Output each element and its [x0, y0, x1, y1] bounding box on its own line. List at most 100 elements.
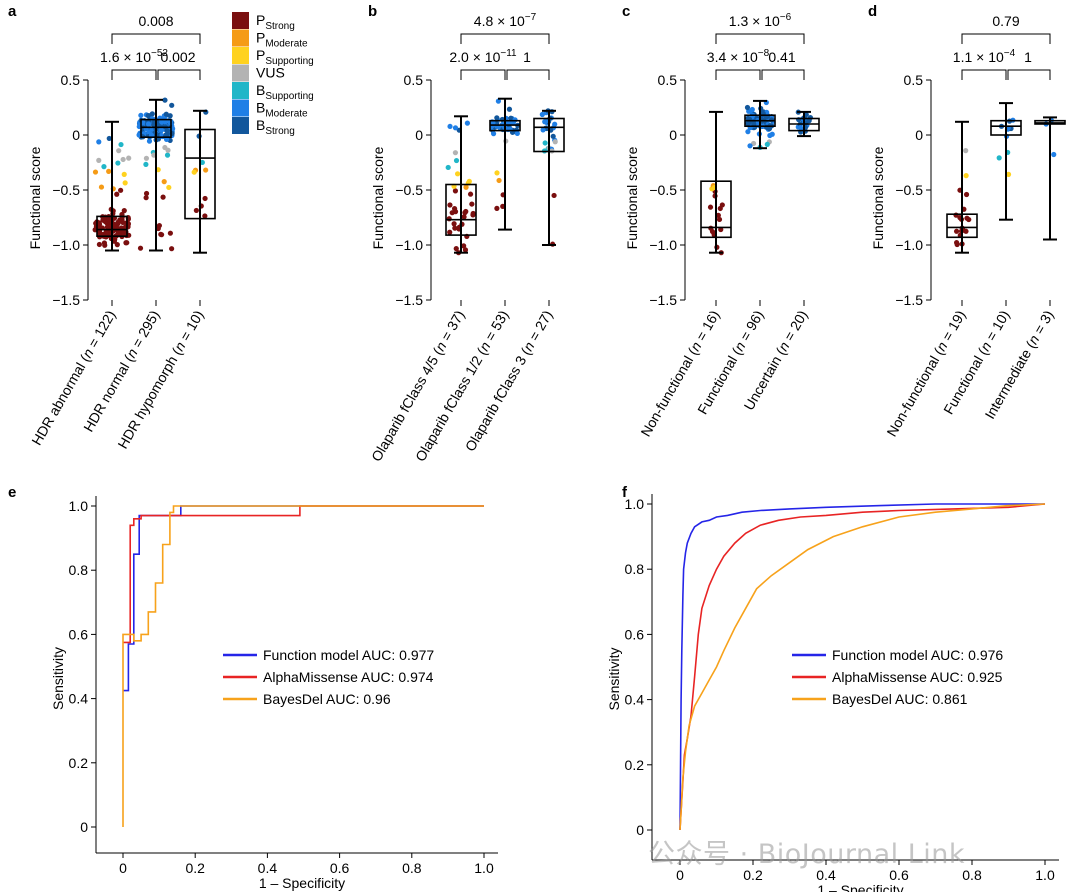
- x-tick-label-part: = 37): [436, 308, 468, 347]
- p-value-label: 0.002: [160, 49, 195, 65]
- x-tick-label: 1.0: [1035, 867, 1055, 883]
- significance-bracket: [157, 69, 201, 80]
- data-point: [121, 208, 127, 214]
- data-point: [167, 230, 173, 236]
- legend-label-2: BayesDel AUC: 0.96: [263, 691, 391, 707]
- data-point: [447, 229, 453, 235]
- x-axis-title: 1 – Specificity: [259, 875, 345, 891]
- data-point: [467, 191, 474, 197]
- p-value-mantissa: 3.4 × 10: [707, 49, 758, 65]
- x-tick-label: 0.2: [185, 860, 205, 876]
- data-point: [495, 98, 502, 104]
- x-tick-label: 0.4: [816, 867, 836, 883]
- panel-d: d 0.5 0 −0.5 −1.0 −1.5 Functional score Non-fun…: [868, 3, 1066, 439]
- data-point: [551, 192, 557, 199]
- legend-label-sub: Strong: [265, 126, 294, 137]
- legend-label-base: P: [256, 12, 265, 28]
- x-tick-label: 0.8: [962, 867, 982, 883]
- data-point: [193, 207, 199, 214]
- significance-bracket: [1007, 69, 1051, 80]
- data-point: [202, 195, 208, 202]
- panel-c: c 0.5 0 −0.5 −1.0 −1.5 Functional score Non-fun…: [622, 3, 820, 439]
- y-tick-label: −1.0: [895, 237, 923, 253]
- data-point: [162, 97, 168, 103]
- data-point: [446, 216, 452, 222]
- data-point: [964, 215, 970, 221]
- data-point: [469, 201, 475, 207]
- data-point: [115, 160, 121, 166]
- y-tick-label: 0: [415, 127, 423, 143]
- data-point: [118, 141, 124, 148]
- legend-swatch-B_Moderate: [232, 99, 249, 117]
- p-value-mantissa: 1.3 × 10: [729, 13, 780, 29]
- panel-f: f 0 0.2 0.4 0.6 0.8 1.0 0 0.2 0.4 0.6 0.8 1.0 1 – Spe…: [606, 484, 1059, 892]
- y-axis-title: Functional score: [370, 146, 386, 249]
- data-point: [963, 173, 969, 179]
- y-tick-label: −1.5: [52, 292, 80, 308]
- p-value-exponent: −7: [525, 12, 537, 23]
- data-point: [163, 111, 169, 117]
- y-tick-label: −1.0: [395, 237, 423, 253]
- data-point: [164, 128, 170, 134]
- x-tick-label-part: Functional (: [940, 345, 991, 417]
- legend-classes: PStrongPModeratePSupportingVUSBSupportin…: [232, 12, 314, 137]
- box: [533, 117, 565, 153]
- p-value-label: 1.3 × 10−6: [729, 12, 792, 29]
- panel-letter-c: c: [622, 3, 630, 20]
- data-point: [539, 111, 545, 118]
- data-point: [199, 159, 205, 166]
- y-tick-label: 0: [72, 127, 80, 143]
- data-point: [453, 157, 460, 164]
- legend-label-1: AlphaMissense AUC: 0.925: [832, 669, 1003, 685]
- x-tick-label-part: Functional (: [694, 345, 745, 417]
- y-axis-title: Functional score: [27, 146, 43, 249]
- p-value-label: 4.8 × 10−7: [474, 12, 537, 29]
- p-value-label: 1.1 × 10−4: [953, 48, 1016, 65]
- x-tick-label: 0.4: [258, 860, 278, 876]
- y-tick-label: −0.5: [52, 182, 80, 198]
- y-tick-label: −0.5: [895, 182, 923, 198]
- data-point: [203, 167, 209, 173]
- data-point: [118, 187, 124, 193]
- y-tick-label: −0.5: [395, 182, 423, 198]
- data-point: [146, 138, 153, 144]
- data-point: [126, 155, 132, 161]
- y-axis-title: Functional score: [870, 146, 886, 249]
- data-point: [164, 152, 171, 158]
- data-point: [453, 246, 459, 252]
- panel-a: a 0.5 0 −0.5 −1.0 −1.5 Functional score HDR abn…: [8, 3, 216, 451]
- x-tick-label: HDR normal (n = 295): [80, 308, 163, 435]
- panel-letter-e: e: [8, 484, 16, 501]
- data-point: [747, 143, 753, 149]
- y-tick-label: 0.5: [404, 72, 424, 88]
- x-tick-label: 0.8: [402, 860, 422, 876]
- data-point: [963, 228, 969, 234]
- p-value-mantissa: 2.0 × 10: [449, 49, 500, 65]
- x-tick-label-part: = 10): [175, 308, 207, 347]
- data-point: [463, 208, 469, 215]
- data-point: [496, 177, 502, 184]
- data-point: [490, 120, 496, 126]
- data-point: [512, 117, 518, 123]
- data-point: [452, 188, 459, 194]
- legend-label-2: BayesDel AUC: 0.861: [832, 691, 968, 707]
- data-point: [716, 216, 723, 223]
- data-point: [540, 127, 546, 133]
- data-point: [191, 169, 197, 175]
- roc-curve-0: [679, 503, 1045, 831]
- data-point: [101, 164, 107, 170]
- data-point: [461, 214, 467, 220]
- p-value-exponent: −6: [780, 12, 792, 23]
- legend-label-VUS: VUS: [256, 65, 285, 81]
- x-tick-label-part: = 53): [480, 308, 512, 347]
- data-point: [954, 240, 960, 246]
- p-value-label: 0.79: [992, 13, 1019, 29]
- significance-bracket: [715, 33, 805, 44]
- y-tick-label: −1.5: [395, 292, 423, 308]
- legend-label-P_Supporting: PSupporting: [256, 47, 314, 67]
- legend-label-sub: Moderate: [265, 39, 308, 50]
- panel-letter-b: b: [368, 3, 377, 20]
- data-point: [764, 141, 770, 147]
- roc-curve-2: [122, 505, 484, 827]
